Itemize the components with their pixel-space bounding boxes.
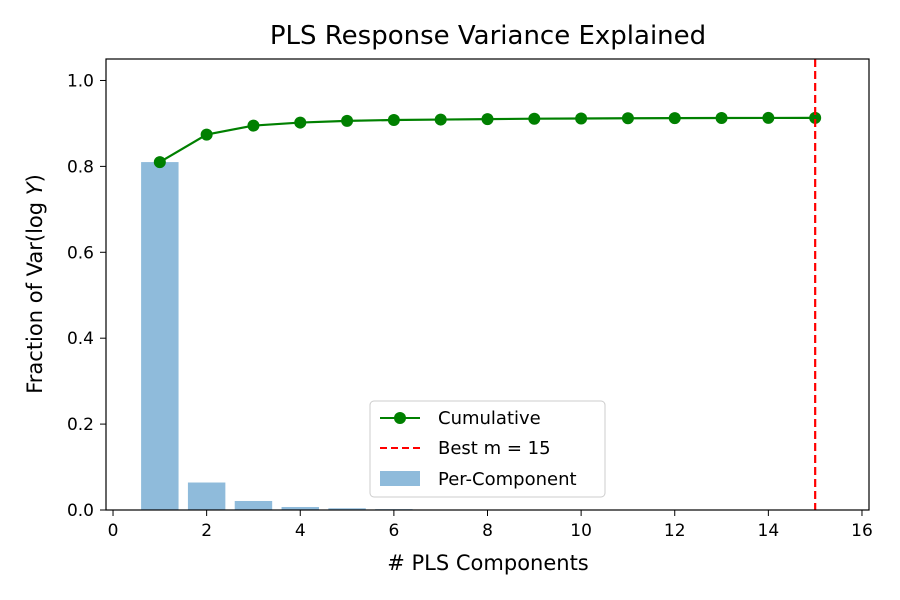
- x-tick-label: 2: [201, 521, 212, 541]
- cumulative-point: [387, 113, 400, 126]
- y-axis-ticks: 0.0 0.2 0.4 0.6 0.8 1.0: [67, 71, 106, 521]
- y-axis-label-prefix: Fraction of Var(log: [23, 195, 47, 394]
- x-axis-ticks: 0 2 4 6 8 10 12 14 16: [108, 510, 873, 541]
- x-tick-label: 4: [295, 521, 306, 541]
- y-tick-label: 1.0: [67, 71, 94, 91]
- bar: [234, 500, 273, 510]
- x-tick-label: 6: [388, 521, 399, 541]
- bar-series: [141, 162, 834, 511]
- cumulative-series: [153, 111, 822, 169]
- x-tick-label: 16: [851, 521, 873, 541]
- cumulative-point: [341, 114, 354, 127]
- cumulative-point: [621, 112, 634, 125]
- y-axis-label: Fraction of Var(log Y): [23, 174, 47, 394]
- y-tick-label: 0.2: [67, 415, 94, 435]
- legend-cumulative-label: Cumulative: [438, 408, 541, 429]
- legend: Cumulative Best m = 15 Per-Component: [369, 400, 606, 498]
- cumulative-point: [153, 156, 166, 169]
- legend-per-component-swatch: [380, 471, 420, 486]
- cumulative-point: [668, 112, 681, 125]
- cumulative-point: [809, 111, 822, 124]
- y-tick-label: 0.6: [67, 243, 94, 263]
- x-tick-label: 14: [758, 521, 780, 541]
- x-tick-label: 8: [482, 521, 493, 541]
- cumulative-point: [247, 119, 260, 132]
- legend-best-m-label: Best m = 15: [438, 438, 551, 459]
- x-tick-label: 12: [664, 521, 686, 541]
- cumulative-point: [762, 111, 775, 124]
- cumulative-point: [715, 112, 728, 125]
- y-axis-label-variable: Y: [23, 180, 47, 195]
- legend-cumulative-marker: [394, 412, 406, 424]
- cumulative-point: [294, 116, 307, 129]
- y-tick-label: 0.4: [67, 329, 94, 349]
- bar: [328, 508, 366, 510]
- y-tick-label: 0.8: [67, 157, 94, 177]
- cumulative-point: [575, 112, 588, 125]
- x-tick-label: 0: [108, 521, 119, 541]
- y-tick-label: 0.0: [67, 501, 94, 521]
- bar: [187, 482, 226, 510]
- cumulative-point: [481, 113, 494, 126]
- chart-title: PLS Response Variance Explained: [270, 21, 706, 51]
- legend-per-component-label: Per-Component: [438, 469, 577, 490]
- y-axis-label-suffix: ): [23, 174, 47, 182]
- x-tick-label: 10: [570, 521, 592, 541]
- x-axis-label: # PLS Components: [387, 551, 589, 575]
- cumulative-point: [528, 112, 541, 125]
- bar: [281, 506, 319, 510]
- cumulative-point: [200, 128, 213, 141]
- legend-box: [369, 400, 606, 498]
- bar: [141, 162, 179, 511]
- cumulative-point: [434, 113, 447, 126]
